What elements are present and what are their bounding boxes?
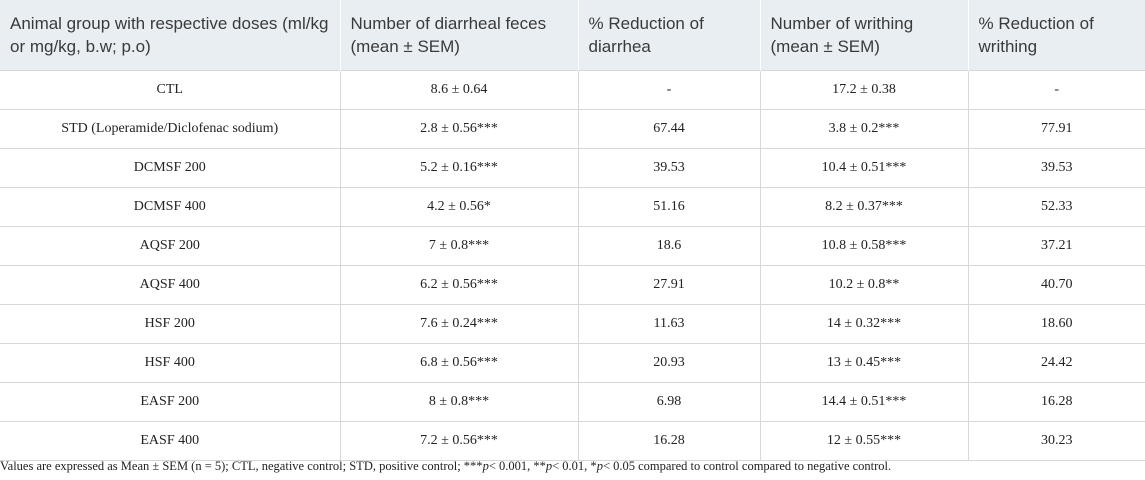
table-cell: 5.2 ± 0.16*** xyxy=(339,148,579,188)
table-cell: HSF 400 xyxy=(0,343,341,383)
table-row: AQSF 200 7 ± 0.8*** 18.6 10.8 ± 0.58*** 37.2… xyxy=(0,226,1145,266)
table-cell: - xyxy=(577,70,761,110)
table-row: STD (Loperamide/Diclofenac sodium) 2.8 ± … xyxy=(0,109,1145,149)
table-cell: 11.63 xyxy=(577,304,761,344)
table-cell: 51.16 xyxy=(577,187,761,227)
table-cell: 20.93 xyxy=(577,343,761,383)
table-cell: 39.53 xyxy=(577,148,761,188)
table-cell: 8 ± 0.8*** xyxy=(339,382,579,422)
header-cell: Number of writhing (mean ± SEM) xyxy=(760,0,969,71)
table-cell: 39.53 xyxy=(967,148,1145,188)
table-cell: - xyxy=(967,70,1145,110)
table-cell: 27.91 xyxy=(577,265,761,305)
footnote-text: p xyxy=(596,459,603,473)
table-cell: 18.60 xyxy=(967,304,1145,344)
table-cell: CTL xyxy=(0,70,341,110)
data-table: Animal group with respective doses (ml/k… xyxy=(0,0,1145,461)
table-cell: DCMSF 200 xyxy=(0,148,341,188)
footnote-text: < 0.001, ** xyxy=(488,459,546,473)
table-cell: AQSF 400 xyxy=(0,265,341,305)
table-cell: 14.4 ± 0.51*** xyxy=(759,382,969,422)
table-row: EASF 200 8 ± 0.8*** 6.98 14.4 ± 0.51*** 16.2… xyxy=(0,382,1145,422)
table-cell: 7.2 ± 0.56*** xyxy=(339,421,579,461)
table-cell: 10.2 ± 0.8** xyxy=(759,265,969,305)
header-cell: Number of diarrheal feces (mean ± SEM) xyxy=(340,0,579,71)
footnote-text: Values are expressed as Mean ± SEM (n = … xyxy=(0,459,483,473)
table-cell: 16.28 xyxy=(577,421,761,461)
table-cell: 37.21 xyxy=(967,226,1145,266)
table-cell: 17.2 ± 0.38 xyxy=(759,70,969,110)
table-cell: 30.23 xyxy=(967,421,1145,461)
table-cell: 2.8 ± 0.56*** xyxy=(339,109,579,149)
header-cell: % Reduction of writhing xyxy=(968,0,1145,71)
header-cell: Animal group with respective doses (ml/k… xyxy=(0,0,341,71)
table-cell: 6.98 xyxy=(577,382,761,422)
table-cell: 3.8 ± 0.2*** xyxy=(759,109,969,149)
table-cell: 7.6 ± 0.24*** xyxy=(339,304,579,344)
table-cell: 13 ± 0.45*** xyxy=(759,343,969,383)
table-row: HSF 400 6.8 ± 0.56*** 20.93 13 ± 0.45*** 24.… xyxy=(0,343,1145,383)
table-cell: 10.4 ± 0.51*** xyxy=(759,148,969,188)
table-row: EASF 400 7.2 ± 0.56*** 16.28 12 ± 0.55*** 30… xyxy=(0,421,1145,461)
table-cell: 6.2 ± 0.56*** xyxy=(339,265,579,305)
table-cell: 18.6 xyxy=(577,226,761,266)
table-row: HSF 200 7.6 ± 0.24*** 11.63 14 ± 0.32*** 18.… xyxy=(0,304,1145,344)
table-cell: 7 ± 0.8*** xyxy=(339,226,579,266)
header-cell: % Reduction of diarrhea xyxy=(578,0,761,71)
table-row: DCMSF 200 5.2 ± 0.16*** 39.53 10.4 ± 0.51**… xyxy=(0,148,1145,188)
table-cell: DCMSF 400 xyxy=(0,187,341,227)
footnote-text: < 0.01, * xyxy=(552,459,597,473)
table-cell: 24.42 xyxy=(967,343,1145,383)
table-body: CTL 8.6 ± 0.64-17.2 ± 0.38- STD (Loperamid… xyxy=(0,70,1145,461)
table-cell: EASF 200 xyxy=(0,382,341,422)
table-cell: 77.91 xyxy=(967,109,1145,149)
table-row: AQSF 400 6.2 ± 0.56*** 27.91 10.2 ± 0.8** 40… xyxy=(0,265,1145,305)
table-cell: 8.6 ± 0.64 xyxy=(339,70,579,110)
table-cell: 6.8 ± 0.56*** xyxy=(339,343,579,383)
table-cell: 12 ± 0.55*** xyxy=(759,421,969,461)
table-cell: STD (Loperamide/Diclofenac sodium) xyxy=(0,109,341,149)
table-cell: 67.44 xyxy=(577,109,761,149)
footnote-text: < 0.05 compared to control compared to n… xyxy=(602,459,892,473)
table-cell: 16.28 xyxy=(967,382,1145,422)
header-row: Animal group with respective doses (ml/k… xyxy=(0,0,1145,71)
table-cell: 8.2 ± 0.37*** xyxy=(759,187,969,227)
table-cell: 40.70 xyxy=(967,265,1145,305)
table-cell: AQSF 200 xyxy=(0,226,341,266)
table-row: CTL 8.6 ± 0.64-17.2 ± 0.38- xyxy=(0,70,1145,110)
table-cell: 10.8 ± 0.58*** xyxy=(759,226,969,266)
table-cell: HSF 200 xyxy=(0,304,341,344)
footnote: Values are expressed as Mean ± SEM (n = … xyxy=(0,459,891,474)
table-cell: 14 ± 0.32*** xyxy=(759,304,969,344)
table-cell: EASF 400 xyxy=(0,421,341,461)
footnote-text: p xyxy=(545,459,553,473)
table-row: DCMSF 400 4.2 ± 0.56* 51.16 8.2 ± 0.37*** 52… xyxy=(0,187,1145,227)
table-cell: 52.33 xyxy=(967,187,1145,227)
table-cell: 4.2 ± 0.56* xyxy=(339,187,579,227)
footnote-text: p xyxy=(482,459,489,473)
